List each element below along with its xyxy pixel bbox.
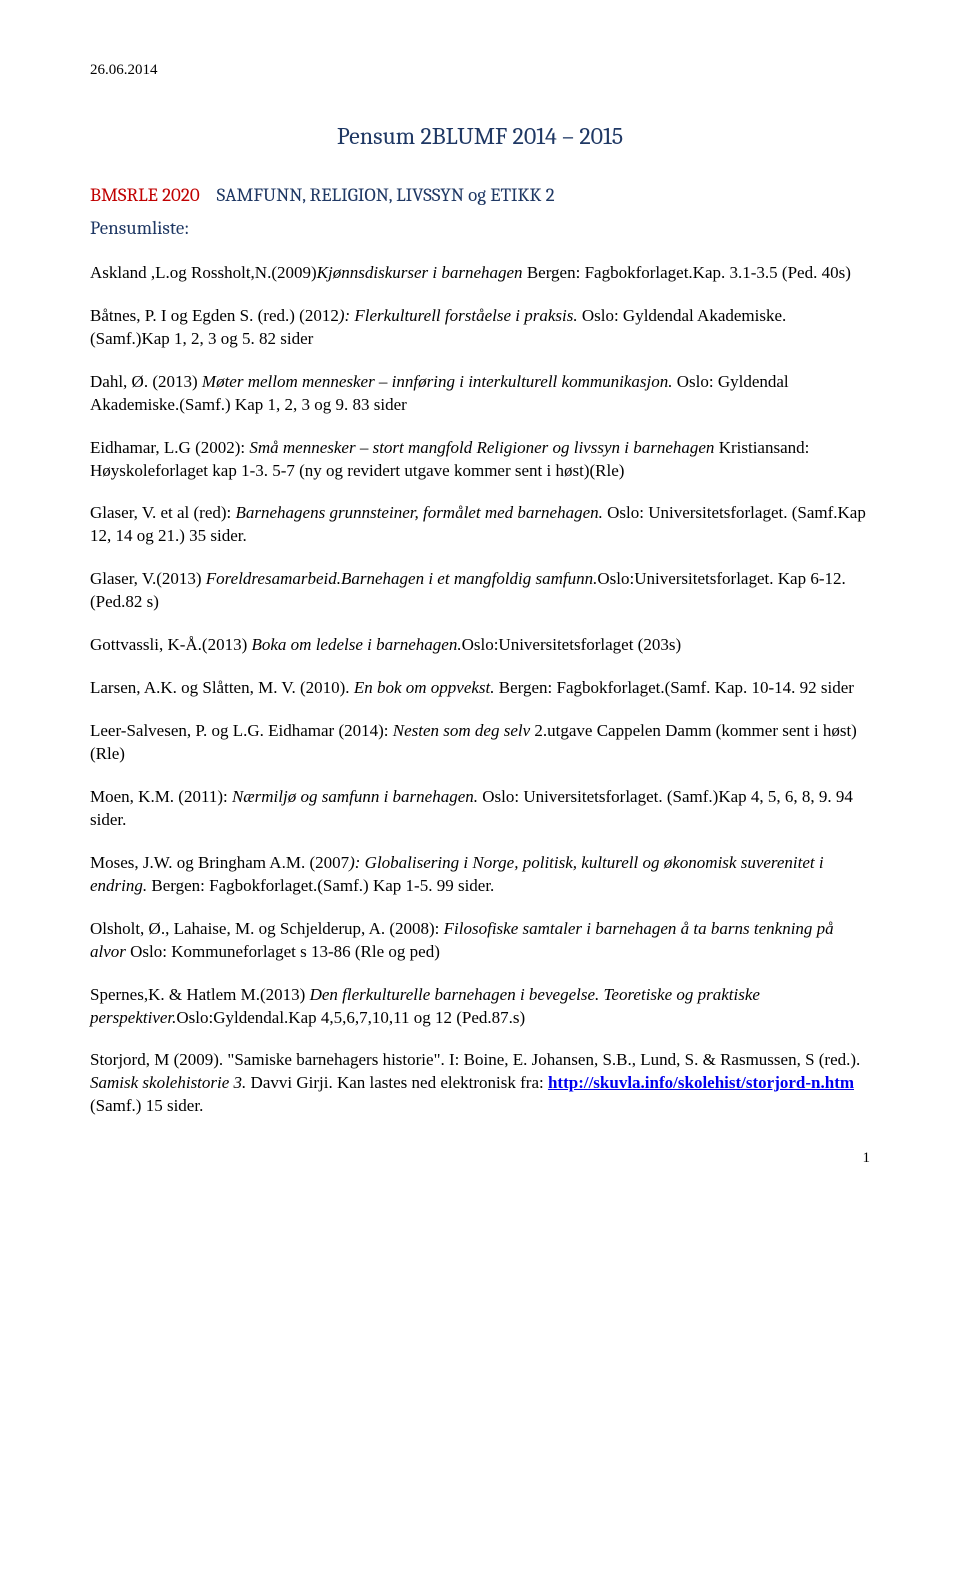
entry-title-italic: Nærmiljø og samfunn i barnehagen.	[232, 787, 478, 806]
reading-entry: Eidhamar, L.G (2002): Små mennesker – st…	[90, 437, 870, 483]
reading-entry: Leer-Salvesen, P. og L.G. Eidhamar (2014…	[90, 720, 870, 766]
entry-title-italic: Møter mellom mennesker – innføring i int…	[202, 372, 673, 391]
reading-entry: Gottvassli, K-Å.(2013) Boka om ledelse i…	[90, 634, 870, 657]
entry-title-italic: Boka om ledelse i barnehagen.	[251, 635, 461, 654]
course-gap	[204, 186, 213, 205]
entry-post: (Samf.) 15 sider.	[90, 1096, 203, 1115]
reading-entry: Glaser, V. et al (red): Barnehagens grun…	[90, 502, 870, 548]
course-name: SAMFUNN, RELIGION, LIVSSYN og ETIKK 2	[217, 184, 555, 206]
entry-title-italic: Kjønnsdiskurser i barnehagen	[317, 263, 523, 282]
entry-post: Oslo: Kommuneforlaget s 13-86 (Rle og pe…	[126, 942, 440, 961]
entry-pre: Båtnes, P. I og Egden S. (red.) (2012	[90, 306, 339, 325]
entry-pre: Glaser, V.(2013)	[90, 569, 206, 588]
course-line: BMSRLE 2020 SAMFUNN, RELIGION, LIVSSYN o…	[90, 183, 870, 209]
reading-entry: Spernes,K. & Hatlem M.(2013) Den flerkul…	[90, 984, 870, 1030]
entry-post: Bergen: Fagbokforlaget.Kap. 3.1-3.5 (Ped…	[523, 263, 851, 282]
entry-pre: Moen, K.M. (2011):	[90, 787, 232, 806]
reading-entry: Olsholt, Ø., Lahaise, M. og Schjelderup,…	[90, 918, 870, 964]
entry-pre: Leer-Salvesen, P. og L.G. Eidhamar (2014…	[90, 721, 393, 740]
document-title: Pensum 2BLUMF 2014 – 2015	[90, 120, 870, 152]
entry-pre: Moses, J.W. og Bringham A.M. (2007	[90, 853, 349, 872]
entry-pre: Larsen, A.K. og Slåtten, M. V. (2010).	[90, 678, 354, 697]
entry-post: Bergen: Fagbokforlaget.(Samf.) Kap 1-5. …	[147, 876, 494, 895]
reading-entry-final: Storjord, M (2009). "Samiske barnehagers…	[90, 1049, 870, 1118]
reading-entry: Larsen, A.K. og Slåtten, M. V. (2010). E…	[90, 677, 870, 700]
entry-title-italic: Samisk skolehistorie 3.	[90, 1073, 246, 1092]
entry-title-italic: ): Flerkulturell forståelse i praksis.	[339, 306, 578, 325]
entry-title-italic: Små mennesker – stort mangfold Religione…	[249, 438, 714, 457]
reading-entry: Askland ,L.og Rossholt,N.(2009)Kjønnsdis…	[90, 262, 870, 285]
entry-pre: Glaser, V. et al (red):	[90, 503, 236, 522]
reading-entry: Dahl, Ø. (2013) Møter mellom mennesker –…	[90, 371, 870, 417]
entry-title-italic: Nesten som deg selv	[393, 721, 530, 740]
entry-pre: Spernes,K. & Hatlem M.(2013)	[90, 985, 310, 1004]
entry-mid: Davvi Girji. Kan lastes ned elektronisk …	[246, 1073, 548, 1092]
entry-link[interactable]: http://skuvla.info/skolehist/storjord-n.…	[548, 1073, 854, 1092]
entry-title-italic: En bok om oppvekst.	[354, 678, 495, 697]
reading-entry: Moen, K.M. (2011): Nærmiljø og samfunn i…	[90, 786, 870, 832]
page-number: 1	[90, 1148, 870, 1168]
entry-post: Bergen: Fagbokforlaget.(Samf. Kap. 10-14…	[495, 678, 854, 697]
entry-pre: Dahl, Ø. (2013)	[90, 372, 202, 391]
reading-entry: Glaser, V.(2013) Foreldresamarbeid.Barne…	[90, 568, 870, 614]
entry-pre: Eidhamar, L.G (2002):	[90, 438, 249, 457]
entry-title-italic: Foreldresamarbeid.Barnehagen i et mangfo…	[206, 569, 598, 588]
entry-post: Oslo:Gyldendal.Kap 4,5,6,7,10,11 og 12 (…	[176, 1008, 525, 1027]
entry-pre: Storjord, M (2009). "Samiske barnehagers…	[90, 1050, 860, 1069]
entry-title-italic: Barnehagens grunnsteiner, formålet med b…	[236, 503, 603, 522]
course-code: BMSRLE 2020	[90, 184, 200, 206]
reading-list: Askland ,L.og Rossholt,N.(2009)Kjønnsdis…	[90, 262, 870, 1030]
entry-pre: Olsholt, Ø., Lahaise, M. og Schjelderup,…	[90, 919, 444, 938]
entry-pre: Gottvassli, K-Å.(2013)	[90, 635, 251, 654]
entry-pre: Askland ,L.og Rossholt,N.(2009)	[90, 263, 317, 282]
subheading: Pensumliste:	[90, 216, 870, 242]
reading-entry: Moses, J.W. og Bringham A.M. (2007): Glo…	[90, 852, 870, 898]
entry-link-text: http://skuvla.info/skolehist/storjord-n.…	[548, 1073, 854, 1092]
reading-entry: Båtnes, P. I og Egden S. (red.) (2012): …	[90, 305, 870, 351]
document-date: 26.06.2014	[90, 60, 870, 80]
entry-post: Oslo:Universitetsforlaget (203s)	[462, 635, 682, 654]
